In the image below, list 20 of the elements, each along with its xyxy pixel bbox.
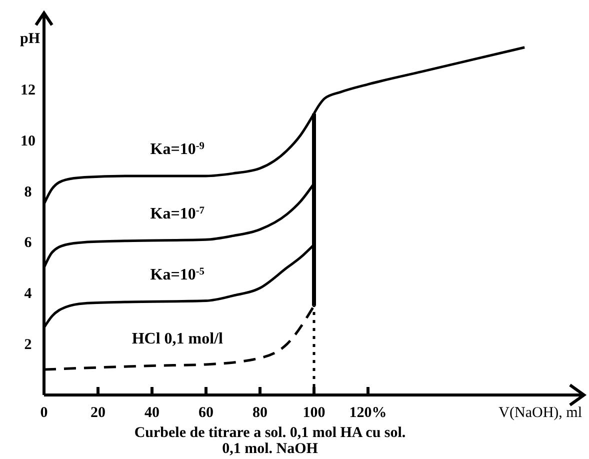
y-tick-label: 4 xyxy=(24,286,32,302)
x-tick-label: 60 xyxy=(198,405,214,421)
text: Curbele de titrare a sol. 0,1 mol HA cu sol. 0,1 mol. NaOH xyxy=(134,425,406,457)
y-tick-label: 2 xyxy=(24,337,32,354)
series-label: Ka=10$^{-9}$ xyxy=(150,140,205,158)
x-tick-label: 20 xyxy=(90,405,106,421)
y-tick-label: 10 xyxy=(20,133,36,150)
series-label: Ka=10$^{-5}$ xyxy=(150,266,205,284)
x-tick-label: 80 xyxy=(252,405,268,421)
series-label: Ka=10$^{-7}$ xyxy=(150,204,205,222)
x-tick-label: 100 xyxy=(302,405,326,421)
x-axis-title: V(NaOH), ml xyxy=(498,405,582,421)
series-label: HCl 0,1 mol/l xyxy=(132,330,224,348)
y-tick-label: 8 xyxy=(24,184,32,200)
x-tick-label: 0 xyxy=(40,405,48,421)
y-tick-label: 12 xyxy=(20,82,36,98)
x-tick-label: 120% xyxy=(349,405,387,421)
y-axis-title: pH xyxy=(20,31,40,47)
x-tick-label: 40 xyxy=(144,405,160,421)
y-tick-label: 6 xyxy=(24,235,32,252)
